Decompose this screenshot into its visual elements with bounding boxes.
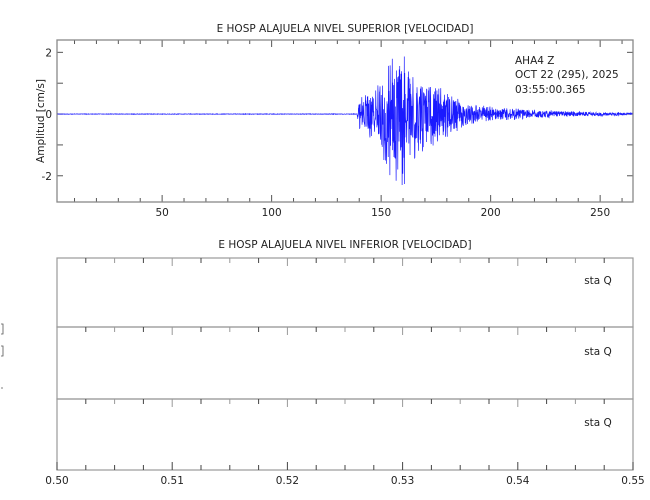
- x-tick-label: 100: [262, 207, 282, 219]
- top-chart-title: E HOSP ALAJUELA NIVEL SUPERIOR [VELOCIDA…: [217, 23, 474, 35]
- x-tick-label: 150: [371, 207, 391, 219]
- panel-3-frame: [56, 398, 634, 471]
- date-label: OCT 22 (295), 2025: [515, 69, 619, 81]
- x-tick-label: 0.54: [506, 475, 530, 487]
- x-tick-label: 50: [155, 207, 168, 219]
- y-tick-label: 0: [45, 109, 52, 121]
- x-tick-label: 0.52: [276, 475, 299, 487]
- panel-1-label: sta Q: [584, 275, 612, 287]
- x-tick-label: 200: [481, 207, 501, 219]
- panel-1-frame: [56, 257, 634, 328]
- cropped-axis-marks: [1, 323, 4, 389]
- bottom-chart-title: E HOSP ALAJUELA NIVEL INFERIOR [VELOCIDA…: [218, 239, 471, 251]
- x-tick-label: 0.50: [45, 475, 68, 487]
- time-label: 03:55:00.365: [515, 84, 586, 96]
- y-tick-label: -2: [42, 171, 52, 183]
- top-plot-frame: [56, 39, 634, 203]
- panel-3-label: sta Q: [584, 417, 612, 429]
- x-tick-label: 0.53: [391, 475, 414, 487]
- panel-2-label: sta Q: [584, 346, 612, 358]
- y-tick-label: 2: [45, 47, 52, 59]
- panel-2-frame: [56, 326, 634, 400]
- x-tick-label: 250: [590, 207, 610, 219]
- y-axis-label: Amplitud [cm/s]: [35, 79, 47, 163]
- station-label: AHA4 Z: [515, 55, 554, 67]
- top-axes: 50 100 150 200 250 -2 0 2: [42, 40, 633, 219]
- bottom-axes: 0.50 0.51 0.52 0.53 0.54 0.55: [45, 257, 645, 487]
- waveform-path: [56, 56, 634, 186]
- x-tick-label: 0.51: [161, 475, 184, 487]
- x-tick-label: 0.55: [621, 475, 644, 487]
- waveform-trace: [56, 56, 634, 186]
